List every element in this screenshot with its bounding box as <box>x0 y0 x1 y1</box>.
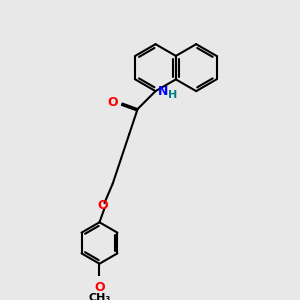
Text: O: O <box>98 199 108 212</box>
Text: O: O <box>108 96 118 109</box>
Text: N: N <box>158 85 168 98</box>
Text: CH₃: CH₃ <box>88 293 111 300</box>
Text: H: H <box>168 90 177 100</box>
Text: O: O <box>94 281 105 294</box>
